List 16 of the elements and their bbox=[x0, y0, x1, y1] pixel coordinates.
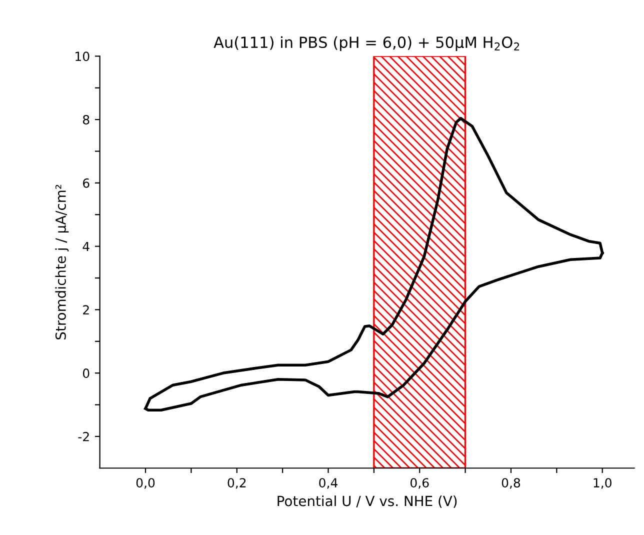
x-tick-label: 0,2 bbox=[228, 478, 246, 489]
x-tick-label: 1,0 bbox=[594, 478, 612, 489]
x-tick-label: 0,8 bbox=[502, 478, 520, 489]
y-tick-label: -2 bbox=[78, 432, 89, 442]
y-tick-label: 10 bbox=[76, 52, 90, 62]
x-tick-label: 0,0 bbox=[136, 478, 155, 489]
x-tick-label: 0,6 bbox=[410, 478, 429, 489]
y-tick-label: 8 bbox=[82, 115, 90, 124]
y-tick-label: 4 bbox=[82, 242, 90, 252]
chart-title: Au(111) in PBS (pH = 6,0) + 50µM H$_{2}$O$_{2}$ bbox=[214, 36, 520, 52]
x-tick-label: 0,4 bbox=[319, 478, 338, 489]
y-axis-title: Stromdichte j / µA/cm² bbox=[55, 184, 69, 340]
x-axis-title: Potential U / V vs. NHE (V) bbox=[278, 496, 457, 508]
y-tick-label: 0 bbox=[82, 368, 90, 378]
y-tick-label: 2 bbox=[83, 305, 89, 314]
y-tick-label: 6 bbox=[83, 178, 90, 188]
